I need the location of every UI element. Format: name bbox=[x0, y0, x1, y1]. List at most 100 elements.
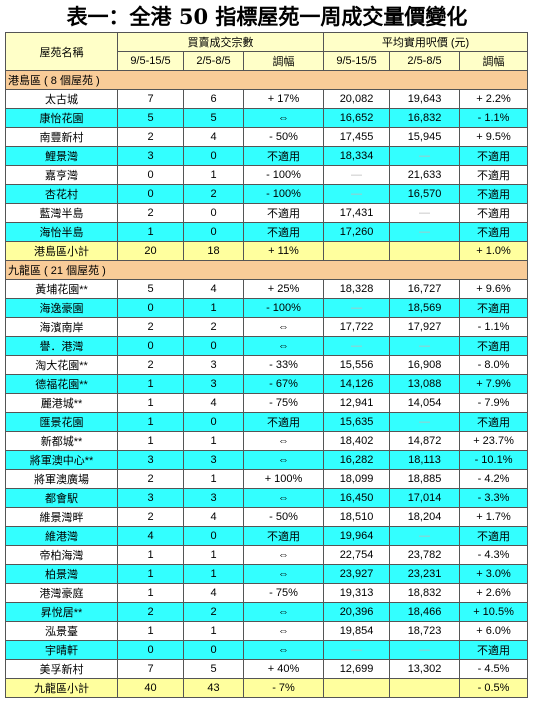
cell: - 4.3% bbox=[459, 545, 529, 565]
cell: 1 bbox=[117, 374, 184, 394]
cell: 0 bbox=[183, 640, 244, 660]
cell: - 100% bbox=[242, 184, 325, 204]
cell: 16,727 bbox=[389, 279, 461, 299]
cell: 16,570 bbox=[389, 184, 461, 204]
cell: - 67% bbox=[242, 374, 325, 394]
cell: 18,113 bbox=[389, 450, 461, 470]
cell: + 2.2% bbox=[459, 89, 529, 109]
section-title: 九龍區 ( 21 個屋苑 ) bbox=[4, 260, 529, 280]
cell: 不適用 bbox=[242, 412, 325, 432]
cell: 18,099 bbox=[323, 469, 391, 489]
estate-name: 美孚新村 bbox=[5, 659, 118, 679]
cell: 17,014 bbox=[389, 488, 461, 508]
cell: ⇔ bbox=[242, 621, 325, 641]
estate-name: 宇晴軒 bbox=[5, 640, 118, 660]
cell: 1 bbox=[183, 469, 244, 489]
cell: 不適用 bbox=[459, 146, 529, 166]
cell: 4 bbox=[183, 393, 244, 413]
cell: 20,396 bbox=[323, 602, 391, 622]
cell: 19,854 bbox=[323, 621, 391, 641]
cell: 23,782 bbox=[389, 545, 461, 565]
cell: 1 bbox=[183, 621, 244, 641]
estate-name: 嘉亨灣 bbox=[5, 165, 118, 185]
cell: 1 bbox=[117, 621, 184, 641]
estate-name: 港灣豪庭 bbox=[5, 583, 118, 603]
estate-row: 鯉景灣 3 0 不適用 18,334— 不適用 bbox=[5, 146, 529, 166]
cell: 16,282 bbox=[323, 450, 391, 470]
subtotal-empty bbox=[389, 241, 461, 261]
estate-name: 維港灣 bbox=[5, 526, 118, 546]
header-sub: 9/5-15/5 bbox=[117, 51, 184, 71]
cell: 15,556 bbox=[323, 355, 391, 375]
cell: - 50% bbox=[242, 127, 325, 147]
cell: 16,908 bbox=[389, 355, 461, 375]
subtotal-cell: 港島區小計 bbox=[5, 241, 118, 261]
cell: 1 bbox=[117, 412, 184, 432]
cell: 17,260 bbox=[323, 222, 391, 242]
cell: 18,510 bbox=[323, 507, 391, 527]
cell: + 17% bbox=[242, 89, 325, 109]
cell: 14,126 bbox=[323, 374, 391, 394]
cell: 3 bbox=[183, 374, 244, 394]
estate-name: 淘大花園** bbox=[5, 355, 118, 375]
estate-name: 南豐新村 bbox=[5, 127, 118, 147]
cell: 23,231 bbox=[389, 564, 461, 584]
header-sub: 2/5-8/5 bbox=[389, 51, 461, 71]
header-row: 9/5-15/5 2/5-8/5 調幅 9/5-15/5 2/5-8/5 調幅 bbox=[6, 51, 529, 71]
cell: 2 bbox=[183, 317, 244, 337]
estate-row: 將軍澳廣場 2 1 + 100% 18,099 18,885- 4.2% bbox=[5, 469, 529, 489]
cell: 3 bbox=[117, 450, 184, 470]
estate-row: 德福花園** 1 3- 67% 14,126 13,088 + 7.9% bbox=[5, 374, 529, 394]
cell: 不適用 bbox=[459, 336, 529, 356]
cell: 不適用 bbox=[242, 222, 325, 242]
cell: + 10.5% bbox=[459, 602, 529, 622]
cell: — bbox=[389, 203, 461, 223]
estate-name: 帝柏海灣 bbox=[5, 545, 118, 565]
cell: 不適用 bbox=[242, 203, 325, 223]
estate-row: 杏花村 0 2- 100% —16,570 不適用 bbox=[5, 184, 529, 204]
cell: 0 bbox=[183, 336, 244, 356]
estate-row: 匯景花園 1 0 不適用 15,635— 不適用 bbox=[5, 412, 529, 432]
cell: ⇔ bbox=[242, 108, 325, 128]
estate-row: 淘大花園** 2 3- 33% 15,556 16,908- 8.0% bbox=[5, 355, 529, 375]
cell: 1 bbox=[117, 583, 184, 603]
cell: 0 bbox=[183, 203, 244, 223]
cell: 19,964 bbox=[323, 526, 391, 546]
cell: - 1.1% bbox=[459, 108, 529, 128]
cell: 5 bbox=[183, 108, 244, 128]
cell: 1 bbox=[117, 545, 184, 565]
cell: 18,328 bbox=[323, 279, 391, 299]
cell: 14,054 bbox=[389, 393, 461, 413]
cell: 7 bbox=[117, 659, 184, 679]
estate-name: 新都城** bbox=[5, 431, 118, 451]
cell: — bbox=[323, 165, 391, 185]
cell: ⇔ bbox=[242, 545, 325, 565]
subtotal-cell: 20 bbox=[117, 241, 184, 261]
estate-name: 海逸豪園 bbox=[5, 298, 118, 318]
cell: 3 bbox=[183, 355, 244, 375]
cell: 18,723 bbox=[389, 621, 461, 641]
cell: — bbox=[389, 526, 461, 546]
cell: 16,450 bbox=[323, 488, 391, 508]
header-name: 屋苑名稱 bbox=[5, 32, 118, 71]
cell: 13,088 bbox=[389, 374, 461, 394]
subtotal-empty bbox=[389, 678, 461, 698]
cell: 18,569 bbox=[389, 298, 461, 318]
cell: 不適用 bbox=[459, 640, 529, 660]
section-title: 港島區 ( 8 個屋苑 ) bbox=[4, 70, 529, 90]
cell: — bbox=[323, 298, 391, 318]
cell: 2 bbox=[117, 469, 184, 489]
cell: 17,455 bbox=[323, 127, 391, 147]
cell: 3 bbox=[117, 146, 184, 166]
cell: — bbox=[389, 222, 461, 242]
cell: - 33% bbox=[242, 355, 325, 375]
cell: 18,832 bbox=[389, 583, 461, 603]
cell: 15,635 bbox=[323, 412, 391, 432]
estate-name: 泓景臺 bbox=[5, 621, 118, 641]
header-sub: 2/5-8/5 bbox=[183, 51, 244, 71]
estate-name: 昇悅居** bbox=[5, 602, 118, 622]
header-row: 屋苑名稱 買賣成交宗數 平均實用呎價 (元) bbox=[5, 32, 529, 71]
cell: 4 bbox=[117, 526, 184, 546]
cell: 0 bbox=[183, 222, 244, 242]
